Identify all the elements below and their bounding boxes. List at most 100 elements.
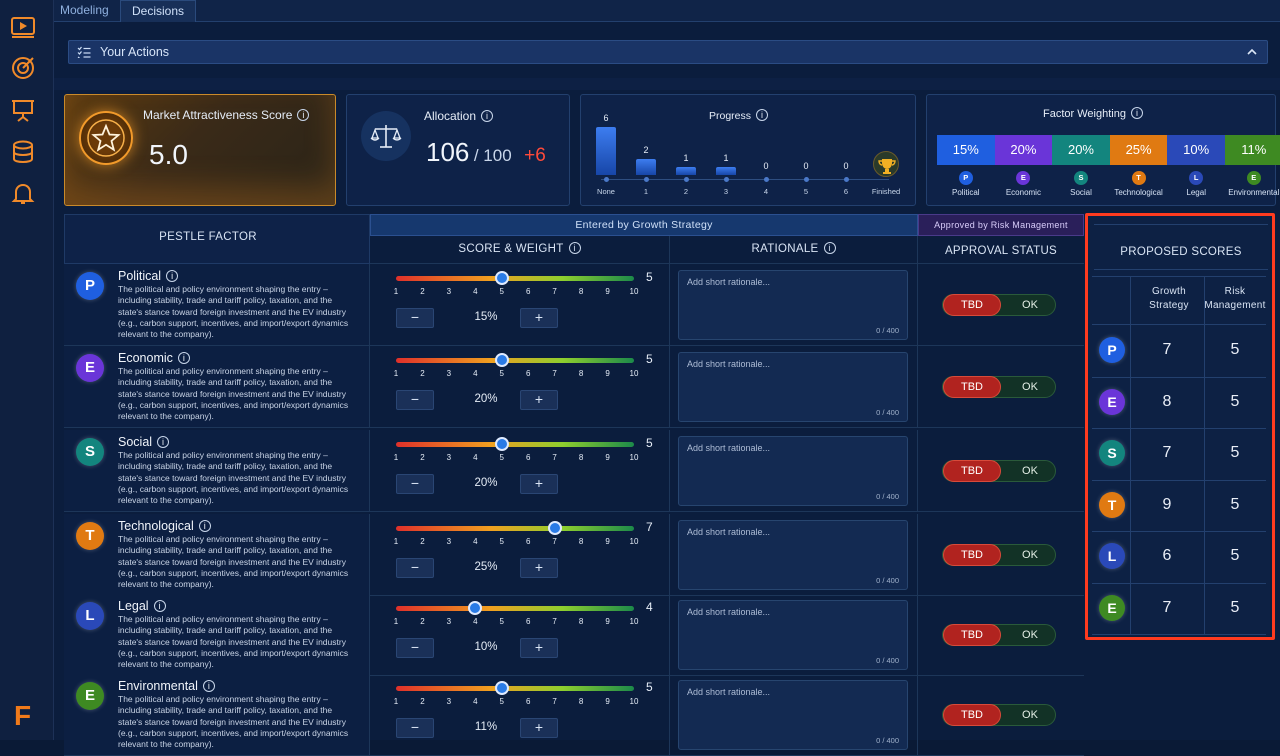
weight-increase-button[interactable]: + (520, 390, 558, 410)
rationale-input[interactable]: Add short rationale... 0 / 400 (678, 436, 908, 506)
approval-toggle[interactable]: TBD OK (942, 460, 1056, 482)
approval-cell: TBD OK (918, 346, 1084, 427)
ok-option[interactable]: OK (1022, 299, 1038, 311)
progress-chart: 6 None 2 1 1 2 1 3 0 4 0 5 0 6 (581, 95, 917, 207)
slider-handle[interactable] (494, 681, 509, 695)
tick-label: 3 (446, 617, 452, 626)
info-icon[interactable]: i (198, 520, 211, 532)
info-icon[interactable]: i (297, 109, 310, 121)
factor-weight-label: Technological (1114, 188, 1163, 197)
database-icon[interactable] (10, 139, 36, 165)
score-value: 5 (646, 680, 653, 694)
weight-decrease-button[interactable]: − (396, 474, 434, 494)
weight-value: 15% (474, 311, 498, 323)
weight-decrease-button[interactable]: − (396, 638, 434, 658)
progress-dot (764, 177, 769, 182)
score-slider[interactable] (396, 353, 634, 367)
weight-increase-button[interactable]: + (520, 638, 558, 658)
info-icon[interactable]: i (481, 110, 494, 122)
factor-letter-badge: T (1099, 491, 1125, 518)
rationale-cell: Add short rationale... 0 / 400 (670, 514, 918, 595)
slider-handle[interactable] (468, 601, 483, 615)
factor-cell: L Legal i The political and policy environm… (64, 594, 370, 675)
weight-decrease-button[interactable]: − (396, 308, 434, 328)
approval-toggle[interactable]: TBD OK (942, 704, 1056, 726)
ok-option[interactable]: OK (1022, 629, 1038, 641)
tbd-option[interactable]: TBD (943, 294, 1001, 316)
ok-option[interactable]: OK (1022, 549, 1038, 561)
score-slider[interactable] (396, 437, 634, 451)
tick-label: 7 (552, 369, 557, 378)
weight-increase-button[interactable]: + (520, 474, 558, 494)
approval-toggle[interactable]: TBD OK (942, 294, 1056, 316)
slider-handle[interactable] (494, 271, 509, 285)
tick-label: 7 (552, 287, 557, 296)
weight-decrease-button[interactable]: − (396, 558, 434, 578)
factor-letter-badge: P (1099, 337, 1125, 363)
approval-toggle[interactable]: TBD OK (942, 376, 1056, 398)
weight-increase-button[interactable]: + (520, 558, 558, 578)
info-icon[interactable]: i (157, 436, 170, 448)
rationale-input[interactable]: Add short rationale... 0 / 400 (678, 680, 908, 750)
target-icon[interactable] (10, 55, 36, 81)
approval-toggle[interactable]: TBD OK (942, 544, 1056, 566)
entered-by-banner: Entered by Growth Strategy (370, 214, 918, 236)
weight-increase-button[interactable]: + (520, 718, 558, 738)
info-icon[interactable]: i (153, 600, 166, 612)
progress-count: 2 (643, 145, 649, 155)
score-slider[interactable] (396, 601, 634, 615)
slider-handle[interactable] (494, 353, 509, 367)
factor-weight-segment: 20% (1052, 135, 1110, 165)
info-icon[interactable]: i (166, 270, 179, 282)
score-slider[interactable] (396, 681, 634, 695)
rationale-input[interactable]: Add short rationale... 0 / 400 (678, 352, 908, 422)
slider-handle[interactable] (547, 521, 562, 535)
tick-label: 8 (578, 369, 584, 378)
weight-value: 10% (474, 641, 498, 653)
info-icon[interactable]: i (202, 680, 215, 692)
ok-option[interactable]: OK (1022, 465, 1038, 477)
progress-dot (604, 177, 609, 182)
presentation-icon[interactable] (10, 97, 36, 123)
video-icon[interactable] (10, 14, 36, 40)
chevron-up-icon[interactable] (1247, 48, 1257, 56)
info-icon[interactable]: i (1130, 107, 1143, 119)
your-actions-label: Your Actions (100, 45, 170, 59)
tick-label: 3 (446, 369, 452, 378)
rationale-placeholder: Add short rationale... (687, 607, 771, 617)
ok-option[interactable]: OK (1022, 709, 1038, 721)
tbd-option[interactable]: TBD (943, 460, 1001, 482)
score-slider[interactable] (396, 271, 634, 285)
tbd-option[interactable]: TBD (943, 544, 1001, 566)
slider-handle[interactable] (494, 437, 509, 451)
your-actions-bar[interactable]: Your Actions (68, 40, 1268, 64)
ok-option[interactable]: OK (1022, 381, 1038, 393)
tbd-option[interactable]: TBD (943, 704, 1001, 726)
info-icon[interactable]: i (568, 242, 581, 254)
tbd-option[interactable]: TBD (943, 376, 1001, 398)
weight-decrease-button[interactable]: − (396, 718, 434, 738)
tab-decisions[interactable]: Decisions (120, 0, 196, 22)
tab-modeling[interactable]: Modeling (60, 3, 109, 17)
bell-icon[interactable] (10, 181, 36, 207)
rationale-input[interactable]: Add short rationale... 0 / 400 (678, 600, 908, 670)
info-icon[interactable]: i (177, 352, 190, 364)
weight-increase-button[interactable]: + (520, 308, 558, 328)
progress-count: 6 (603, 113, 609, 123)
rationale-input[interactable]: Add short rationale... 0 / 400 (678, 520, 908, 590)
tbd-option[interactable]: TBD (943, 624, 1001, 646)
growth-score: 8 (1162, 392, 1172, 410)
weight-decrease-button[interactable]: − (396, 390, 434, 410)
approval-toggle[interactable]: TBD OK (942, 624, 1056, 646)
tick-label: 8 (578, 287, 584, 296)
info-icon[interactable]: i (823, 242, 836, 254)
tick-label: 3 (446, 537, 452, 546)
rationale-placeholder: Add short rationale... (687, 443, 771, 453)
info-icon[interactable]: i (756, 109, 769, 121)
character-count: 0 / 400 (876, 408, 899, 417)
rationale-input[interactable]: Add short rationale... 0 / 400 (678, 270, 908, 340)
score-slider[interactable] (396, 521, 634, 535)
tick-label: 9 (605, 287, 610, 296)
factor-letter-badge: L (1189, 171, 1204, 185)
approval-cell: TBD OK (918, 264, 1084, 345)
